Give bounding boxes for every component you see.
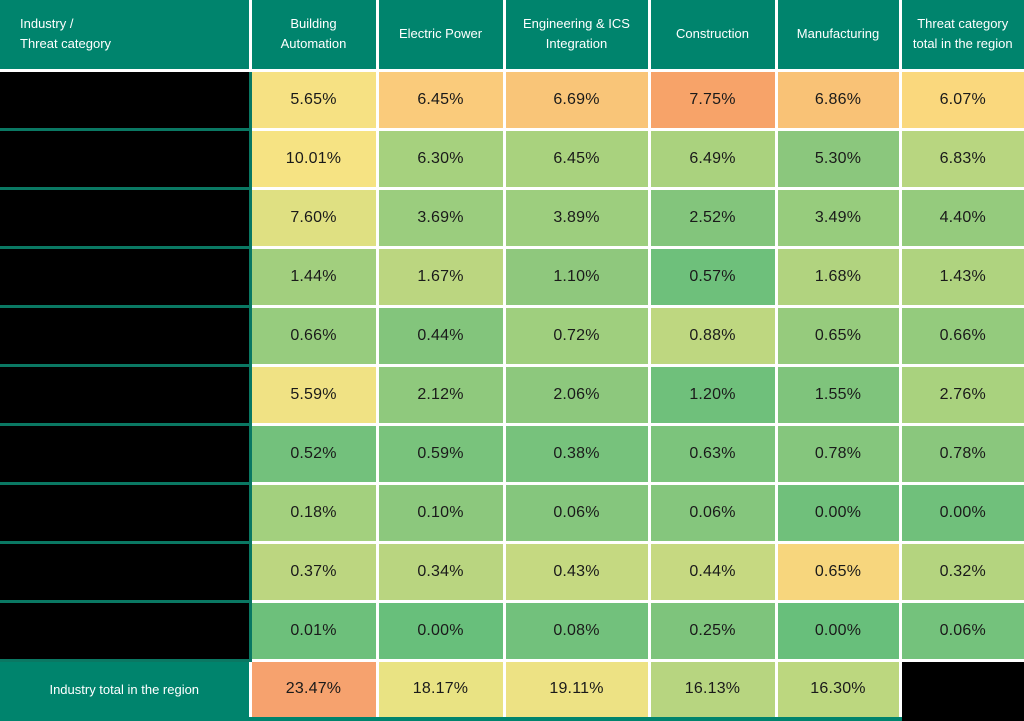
total-row: Industry total in the region 23.47% 18.17%…: [0, 658, 1024, 721]
table-row: 0.01% 0.00% 0.08% 0.25% 0.00% 0.06%: [0, 599, 1024, 662]
value-cell: 0.63%: [647, 422, 778, 485]
value-cell: 6.30%: [375, 127, 506, 190]
table-row: 0.18% 0.10% 0.06% 0.06% 0.00% 0.00%: [0, 481, 1024, 544]
value-cell: 0.44%: [375, 304, 506, 367]
value-cell: 0.00%: [898, 481, 1024, 544]
value-cell: 1.20%: [647, 363, 778, 426]
value-cell: 0.01%: [248, 599, 379, 662]
total-value-cell: 19.11%: [502, 658, 651, 721]
value-cell: 5.30%: [774, 127, 902, 190]
value-cell: 1.10%: [502, 245, 651, 308]
value-cell: 0.00%: [375, 599, 506, 662]
value-cell: 0.06%: [502, 481, 651, 544]
table-body: 5.65% 6.45% 6.69% 7.75% 6.86% 6.07% 10.01% 6.30…: [0, 68, 1024, 721]
table-row: 0.66% 0.44% 0.72% 0.88% 0.65% 0.66%: [0, 304, 1024, 367]
value-cell: 0.06%: [898, 599, 1024, 662]
column-header-building-automation: Building Automation: [248, 0, 379, 72]
value-cell: 0.38%: [502, 422, 651, 485]
value-cell: 0.10%: [375, 481, 506, 544]
row-label-redacted: [0, 127, 252, 190]
value-cell: 0.78%: [898, 422, 1024, 485]
value-cell: 1.68%: [774, 245, 902, 308]
value-cell: 2.76%: [898, 363, 1024, 426]
total-cell-redacted: [898, 658, 1024, 721]
column-header-construction: Construction: [647, 0, 778, 72]
corner-header-industry-threat-category: Industry / Threat category: [0, 0, 252, 72]
value-cell: 0.06%: [647, 481, 778, 544]
row-label-redacted: [0, 481, 252, 544]
value-cell: 3.69%: [375, 186, 506, 249]
value-cell: 7.75%: [647, 68, 778, 131]
value-cell: 6.45%: [375, 68, 506, 131]
value-cell: 0.25%: [647, 599, 778, 662]
value-cell: 0.66%: [898, 304, 1024, 367]
value-cell: 5.65%: [248, 68, 379, 131]
value-cell: 0.18%: [248, 481, 379, 544]
value-cell: 0.59%: [375, 422, 506, 485]
table-row: 5.59% 2.12% 2.06% 1.20% 1.55% 2.76%: [0, 363, 1024, 426]
table-row: 1.44% 1.67% 1.10% 0.57% 1.68% 1.43%: [0, 245, 1024, 308]
value-cell: 0.00%: [774, 599, 902, 662]
column-header-engineering-ics-integration: Engineering & ICS Integration: [502, 0, 651, 72]
total-row-label: Industry total in the region: [0, 660, 252, 721]
table-row: 5.65% 6.45% 6.69% 7.75% 6.86% 6.07%: [0, 68, 1024, 131]
row-label-redacted: [0, 304, 252, 367]
value-cell: 4.40%: [898, 186, 1024, 249]
total-value-cell: 18.17%: [375, 658, 506, 721]
value-cell: 0.08%: [502, 599, 651, 662]
value-cell: 1.55%: [774, 363, 902, 426]
row-label-redacted: [0, 422, 252, 485]
value-cell: 0.66%: [248, 304, 379, 367]
value-cell: 6.83%: [898, 127, 1024, 190]
value-cell: 0.52%: [248, 422, 379, 485]
row-label-redacted: [0, 599, 252, 662]
value-cell: 6.49%: [647, 127, 778, 190]
value-cell: 0.78%: [774, 422, 902, 485]
table-row: 0.37% 0.34% 0.43% 0.44% 0.65% 0.32%: [0, 540, 1024, 603]
value-cell: 7.60%: [248, 186, 379, 249]
value-cell: 0.32%: [898, 540, 1024, 603]
value-cell: 2.06%: [502, 363, 651, 426]
value-cell: 6.69%: [502, 68, 651, 131]
row-label-redacted: [0, 245, 252, 308]
header-row: Industry / Threat category Building Auto…: [0, 0, 1024, 72]
value-cell: 0.88%: [647, 304, 778, 367]
row-label-redacted: [0, 68, 252, 131]
value-cell: 3.89%: [502, 186, 651, 249]
value-cell: 10.01%: [248, 127, 379, 190]
value-cell: 0.65%: [774, 304, 902, 367]
table-row: 10.01% 6.30% 6.45% 6.49% 5.30% 6.83%: [0, 127, 1024, 190]
value-cell: 3.49%: [774, 186, 902, 249]
value-cell: 6.86%: [774, 68, 902, 131]
row-label-redacted: [0, 540, 252, 603]
table-row: 7.60% 3.69% 3.89% 2.52% 3.49% 4.40%: [0, 186, 1024, 249]
column-header-threat-category-total: Threat category total in the region: [898, 0, 1024, 72]
value-cell: 0.34%: [375, 540, 506, 603]
value-cell: 0.57%: [647, 245, 778, 308]
row-label-redacted: [0, 186, 252, 249]
value-cell: 2.12%: [375, 363, 506, 426]
value-cell: 0.65%: [774, 540, 902, 603]
total-value-cell: 23.47%: [248, 658, 379, 721]
value-cell: 0.44%: [647, 540, 778, 603]
value-cell: 5.59%: [248, 363, 379, 426]
value-cell: 0.72%: [502, 304, 651, 367]
value-cell: 6.45%: [502, 127, 651, 190]
row-label-redacted: [0, 363, 252, 426]
column-header-manufacturing: Manufacturing: [774, 0, 902, 72]
value-cell: 1.67%: [375, 245, 506, 308]
total-value-cell: 16.30%: [774, 658, 902, 721]
value-cell: 6.07%: [898, 68, 1024, 131]
value-cell: 0.43%: [502, 540, 651, 603]
table-row: 0.52% 0.59% 0.38% 0.63% 0.78% 0.78%: [0, 422, 1024, 485]
value-cell: 0.37%: [248, 540, 379, 603]
value-cell: 2.52%: [647, 186, 778, 249]
table-header: Industry / Threat category Building Auto…: [0, 0, 1024, 72]
value-cell: 0.00%: [774, 481, 902, 544]
value-cell: 1.43%: [898, 245, 1024, 308]
value-cell: 1.44%: [248, 245, 379, 308]
column-header-electric-power: Electric Power: [375, 0, 506, 72]
total-value-cell: 16.13%: [647, 658, 778, 721]
